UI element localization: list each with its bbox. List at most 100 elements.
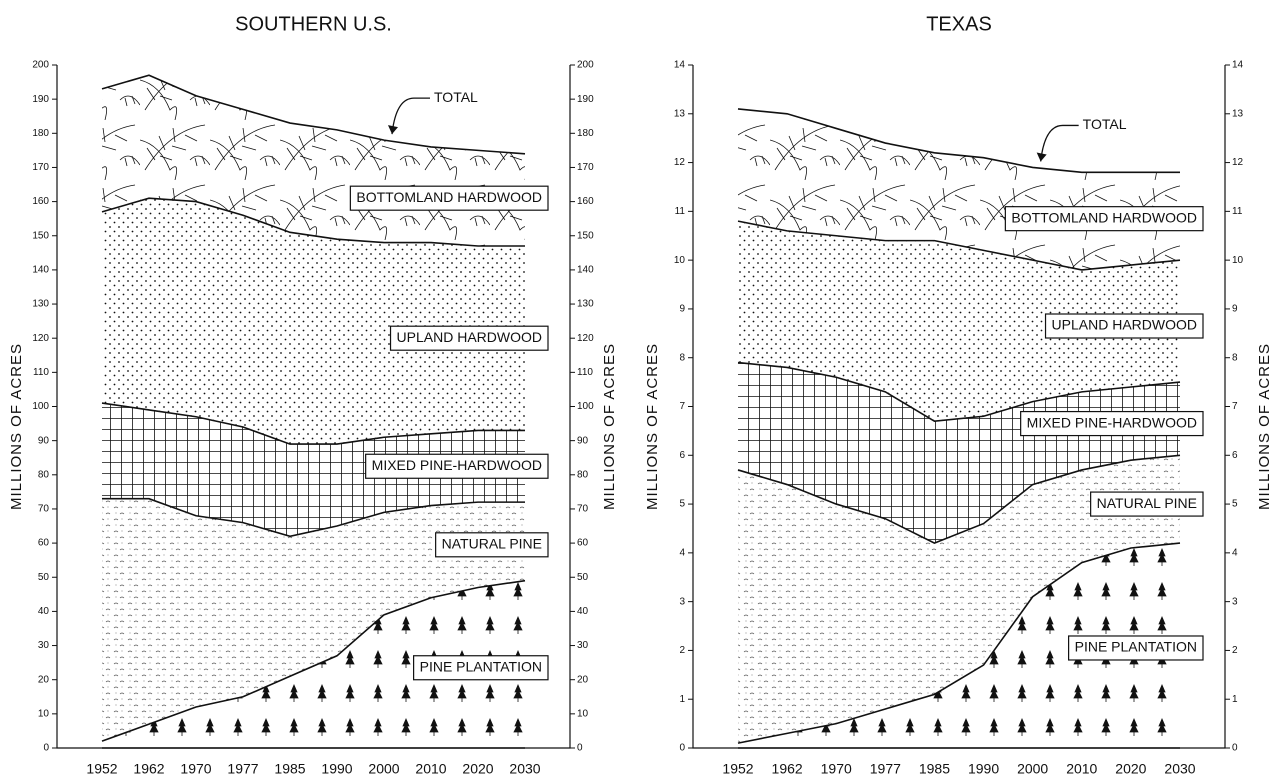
y2-tick-label: 6 [1232, 450, 1238, 461]
annotation-arrowhead [1036, 152, 1047, 162]
series-label-group: UPLAND HARDWOOD [389, 325, 549, 351]
area [102, 403, 525, 537]
series-label: MIXED PINE-HARDWOOD [1027, 414, 1197, 430]
y-tick-label: 8 [679, 352, 685, 363]
series-label-group: PINE PLANTATION [413, 655, 549, 681]
y2-tick-label: 160 [577, 196, 594, 207]
y-tick-label: 100 [32, 401, 49, 412]
area-edge [737, 361, 1181, 422]
area-edge [737, 454, 1181, 544]
y2-tick-label: 150 [577, 230, 594, 241]
x-tick-label: 2010 [415, 761, 446, 777]
y2-tick-label: 7 [1232, 401, 1238, 412]
y-tick-label: 2 [679, 645, 685, 656]
y-tick-label: 120 [32, 333, 49, 344]
series-label: BOTTOMLAND HARDWOOD [356, 189, 542, 205]
area-edge [101, 74, 526, 155]
y-axis-label: MILLIONS OF ACRES [644, 343, 661, 510]
series-label-box [413, 655, 549, 681]
series-label-box [1068, 635, 1204, 661]
area-edge [101, 402, 525, 445]
y2-tick-label: 5 [1232, 499, 1238, 510]
y2-axis-label: MILLIONS OF ACRES [1256, 343, 1272, 510]
y-tick-label: 170 [32, 162, 49, 173]
area [738, 221, 1180, 422]
y2-tick-label: 4 [1232, 547, 1238, 558]
y-tick-label: 5 [679, 499, 685, 510]
y2-tick-label: 190 [577, 94, 594, 105]
y2-tick-label: 20 [577, 674, 589, 685]
x-tick-label: 1990 [968, 761, 999, 777]
series-label-box [365, 453, 549, 479]
y-axis-label: MILLIONS OF ACRES [8, 343, 25, 510]
series-label-box [389, 325, 549, 351]
series-label: MIXED PINE-HARDWOOD [372, 457, 542, 473]
area [738, 543, 1180, 748]
y2-tick-label: 180 [577, 128, 594, 139]
y2-tick-label: 0 [1232, 743, 1238, 754]
y-tick-label: 130 [32, 299, 49, 310]
y-tick-label: 60 [38, 538, 50, 549]
y-tick-label: 90 [38, 435, 50, 446]
x-tick-label: 2030 [1164, 761, 1195, 777]
y2-tick-label: 70 [577, 504, 589, 515]
series-label-box [1020, 410, 1204, 437]
area-edge [101, 197, 525, 247]
y-tick-label: 150 [32, 230, 49, 241]
y-tick-label: 7 [679, 401, 685, 412]
y-tick-label: 3 [679, 596, 685, 607]
series-label: PINE PLANTATION [1075, 639, 1197, 655]
x-tick-label: 2030 [509, 761, 540, 777]
y-tick-label: 20 [38, 674, 50, 685]
area [102, 498, 525, 742]
y2-tick-label: 30 [577, 640, 589, 651]
y2-axis-label: MILLIONS OF ACRES [601, 343, 618, 510]
y-tick-label: 30 [38, 640, 50, 651]
y2-tick-label: 130 [577, 299, 594, 310]
y2-tick-label: 120 [577, 333, 594, 344]
series-label: UPLAND HARDWOOD [1052, 317, 1197, 333]
series-label-box [1044, 313, 1204, 339]
series-label-group: UPLAND HARDWOOD [1044, 313, 1204, 339]
y2-tick-label: 50 [577, 572, 589, 583]
y2-tick-label: 60 [577, 538, 589, 549]
area-edge [737, 220, 1181, 271]
y2-tick-label: 8 [1232, 352, 1238, 363]
y2-tick-label: 10 [1232, 255, 1244, 266]
x-tick-label: 1962 [133, 761, 164, 777]
x-tick-label: 2010 [1066, 761, 1097, 777]
y2-tick-label: 200 [577, 60, 594, 71]
x-tick-label: 1952 [722, 761, 753, 777]
y2-tick-label: 0 [577, 743, 583, 754]
y-tick-label: 180 [32, 128, 49, 139]
x-tick-label: 1990 [321, 761, 352, 777]
y-tick-label: 10 [38, 708, 50, 719]
y2-tick-label: 170 [577, 162, 594, 173]
y-tick-label: 1 [679, 694, 685, 705]
y-tick-label: 200 [32, 60, 49, 71]
y-tick-label: 110 [33, 367, 49, 378]
x-tick-label: 1952 [86, 761, 117, 777]
y-tick-label: 6 [679, 450, 685, 461]
y2-tick-label: 9 [1232, 304, 1238, 315]
y2-tick-label: 40 [577, 606, 589, 617]
y-tick-label: 80 [38, 469, 50, 480]
y-tick-label: 14 [674, 60, 686, 71]
series-label-group: MIXED PINE-HARDWOOD [1020, 410, 1204, 437]
y2-tick-label: 11 [1232, 206, 1243, 217]
y-tick-label: 12 [674, 157, 686, 168]
annotation-arrow [1040, 124, 1079, 162]
area [102, 198, 525, 445]
series-label-box [1090, 491, 1204, 517]
series-label-box [349, 185, 549, 211]
series-label-group: NATURAL PINE [435, 532, 549, 558]
y-tick-label: 190 [32, 94, 49, 105]
y2-tick-label: 12 [1232, 157, 1244, 168]
area [738, 362, 1180, 544]
series-label-group: NATURAL PINE [1090, 491, 1204, 517]
series-label: PINE PLANTATION [420, 658, 542, 674]
area-edge [737, 542, 1181, 744]
x-tick-label: 1962 [772, 761, 803, 777]
x-tick-label: 2000 [1017, 761, 1048, 777]
